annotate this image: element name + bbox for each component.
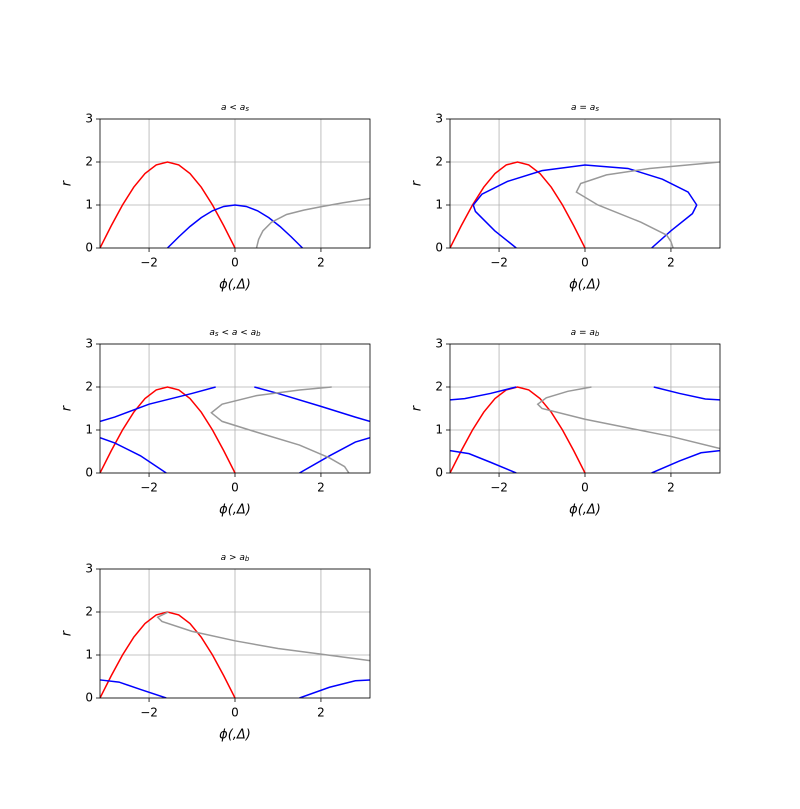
x-tick-label: 2 [317,256,325,270]
curve [472,164,698,248]
y-tick-label: 2 [85,380,93,394]
x-tick-label: 2 [667,256,675,270]
axes-frame [99,118,371,249]
curve [156,611,370,662]
y-tick-label: 0 [85,691,93,705]
y-axis-label: r [60,179,75,186]
y-axis-label: r [410,179,425,186]
y-tick-label: 3 [85,562,93,576]
x-tick-label: −2 [140,481,158,495]
x-tick-label: 0 [231,481,239,495]
axes-frame [99,343,371,474]
y-tick-label: 3 [85,337,93,351]
x-tick-label: 2 [667,481,675,495]
x-tick-label: 2 [317,481,325,495]
curve [166,204,304,248]
curve [100,386,236,473]
axes-frame [449,118,721,249]
x-tick-label: 0 [231,706,239,720]
x-tick-label: −2 [140,706,158,720]
y-axis-label: r [410,404,425,411]
x-tick-label: −2 [490,256,508,270]
curve [100,386,370,473]
y-tick-label: 1 [435,198,443,212]
x-tick-label: 0 [231,256,239,270]
curve [210,386,350,473]
curve [100,679,370,698]
y-tick-label: 0 [435,241,443,255]
y-tick-label: 1 [85,423,93,437]
y-tick-label: 2 [435,380,443,394]
y-tick-label: 3 [435,337,443,351]
y-tick-label: 0 [85,466,93,480]
curve [450,386,586,473]
x-axis-label: ϕ(,Δ) [219,503,251,518]
subplot-title: a < as​ [221,103,249,114]
y-tick-label: 2 [435,155,443,169]
x-tick-label: 0 [581,481,589,495]
y-tick-label: 1 [435,423,443,437]
x-tick-label: 0 [581,256,589,270]
curve [100,161,236,248]
x-tick-label: −2 [140,256,158,270]
curve [536,386,720,450]
y-tick-label: 0 [435,466,443,480]
x-tick-label: −2 [490,481,508,495]
x-axis-label: ϕ(,Δ) [219,278,251,293]
x-axis-label: ϕ(,Δ) [569,278,601,293]
x-axis-label: ϕ(,Δ) [219,728,251,743]
x-axis-label: ϕ(,Δ) [569,503,601,518]
y-tick-label: 1 [85,648,93,662]
subplot-title: a > ab​ [221,553,250,564]
x-tick-label: 2 [317,706,325,720]
axes-frame [449,343,721,474]
axes-frame [99,568,371,699]
y-axis-label: r [60,629,75,636]
y-tick-label: 2 [85,605,93,619]
y-tick-label: 3 [85,112,93,126]
y-axis-label: r [60,404,75,411]
curve [450,386,720,473]
subplot-title: a = ab​ [571,328,600,339]
curve [255,197,370,248]
y-tick-label: 0 [85,241,93,255]
subplot-title: a = as​ [571,103,599,114]
y-tick-label: 3 [435,112,443,126]
y-tick-label: 2 [85,155,93,169]
subplot-title: as​ < a < ab​ [209,328,261,339]
y-tick-label: 1 [85,198,93,212]
curve [575,161,720,248]
